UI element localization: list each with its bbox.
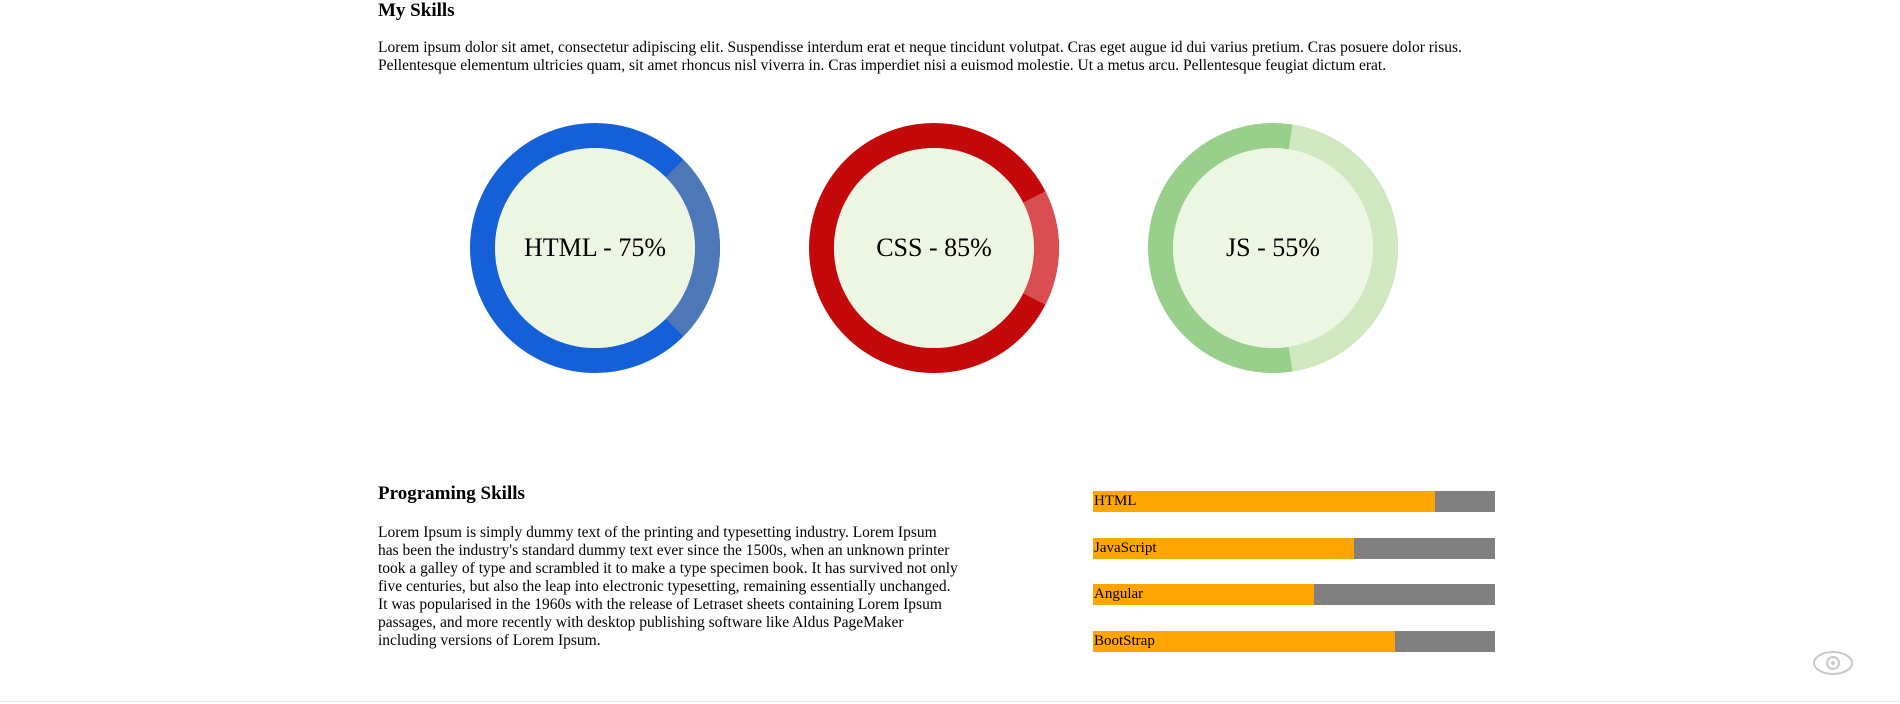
progress-bar-javascript: JavaScript [1093,538,1495,559]
progress-bar-label: BootStrap [1094,633,1155,649]
progress-bar-label: JavaScript [1094,540,1157,556]
watermark [1788,648,1878,696]
progress-bar-label: Angular [1094,586,1144,602]
ring-label: HTML - 75% [523,233,666,262]
ring-graphic [470,123,720,373]
ring-label: JS - 55% [1226,233,1320,262]
progress-bar-bootstrap: BootStrap [1093,631,1495,652]
ring-label: CSS - 85% [876,233,992,262]
my-skills-intro: Lorem ipsum dolor sit amet, consectetur … [378,39,1462,74]
progress-bar-angular: Angular [1093,584,1495,605]
js-skill-ring: JS - 55% [1148,123,1398,373]
bottom-divider [0,701,1900,702]
ring-graphic [809,123,1059,373]
programming-skills-text: Lorem Ipsum is simply dummy text of the … [378,524,958,649]
ring-graphic [1148,123,1398,373]
progress-bar-label: HTML [1094,493,1137,509]
progress-bar-html: HTML [1093,491,1495,512]
html-skill-ring: HTML - 75% [470,123,720,373]
my-skills-heading: My Skills [378,0,455,21]
programming-skills-heading: Programing Skills [378,483,525,504]
ring-remaining-arc [1022,191,1059,305]
camera-eye-icon [1813,651,1853,675]
ring-center [1173,148,1373,348]
css-skill-ring: CSS - 85% [809,123,1059,373]
progress-bar-fill [1093,584,1315,605]
ring-remaining-arc [665,159,720,337]
progress-bar-fill [1093,631,1395,652]
ring-center [834,148,1034,348]
ring-remaining-arc [1288,124,1398,372]
progress-bar-fill [1093,491,1435,512]
ring-center [495,148,695,348]
progress-bar-fill [1093,538,1355,559]
